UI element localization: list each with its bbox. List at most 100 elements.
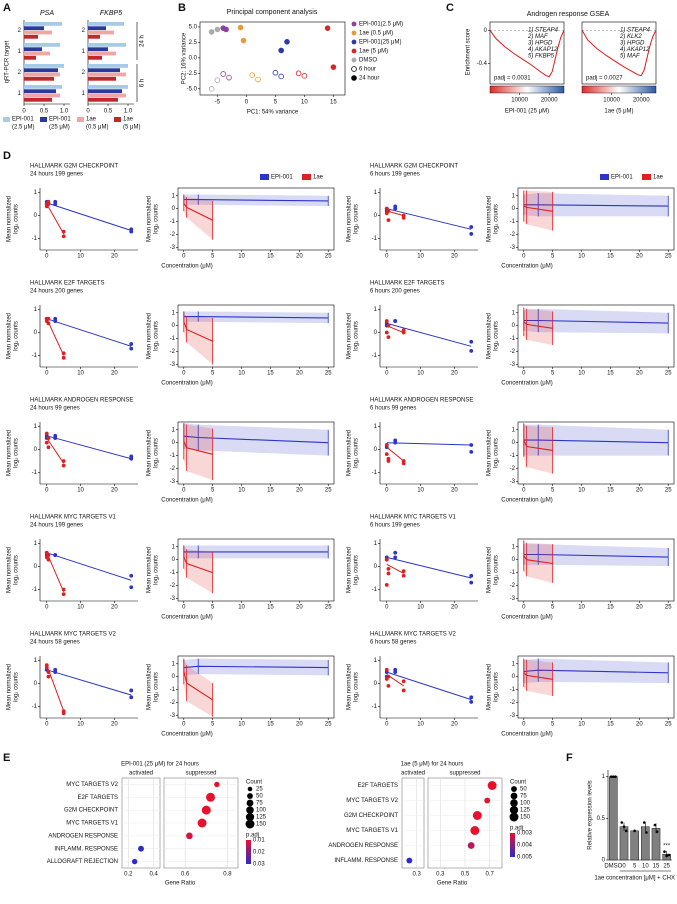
gene-label: 1) STEAP4 bbox=[528, 28, 559, 34]
y-tick-label: 2 bbox=[82, 28, 86, 34]
point bbox=[393, 550, 398, 555]
fit-line bbox=[46, 669, 132, 696]
y-tick-label: -2 bbox=[170, 700, 176, 706]
bar bbox=[88, 43, 126, 47]
legend-label: 0.01 bbox=[253, 838, 265, 844]
point bbox=[667, 853, 671, 857]
x-tick-label: 5 bbox=[551, 488, 555, 494]
y-tick-label: -3 bbox=[170, 479, 176, 485]
point bbox=[469, 339, 474, 344]
legend-label: 1ae bbox=[313, 175, 324, 181]
plot-frame bbox=[517, 187, 675, 251]
y-tick-label: 0 bbox=[34, 564, 38, 570]
x-tick-label: 10 bbox=[417, 254, 424, 260]
plot-title: HALLMARK ANDROGEN RESPONSE bbox=[370, 398, 473, 404]
y-axis-label: log₂ counts bbox=[494, 672, 500, 702]
legend-swatch bbox=[302, 174, 311, 180]
y-tick-label: 1 bbox=[374, 424, 378, 430]
error-band bbox=[183, 545, 213, 594]
x-tick-label: 5 bbox=[211, 722, 215, 728]
gene-label: 5) MAF bbox=[620, 54, 640, 60]
bar bbox=[88, 26, 106, 31]
x-tick-label: 5 bbox=[551, 605, 555, 611]
point bbox=[46, 557, 51, 562]
x-tick-label: 20 bbox=[451, 605, 458, 611]
bar bbox=[88, 34, 100, 39]
bar bbox=[88, 30, 114, 35]
x-tick-label: 0.8 bbox=[223, 872, 232, 878]
legend-label: 50 bbox=[256, 794, 263, 800]
y-tick-label: 1 bbox=[18, 49, 22, 55]
legend-dot bbox=[509, 805, 519, 815]
y-tick-label: -1 bbox=[372, 587, 378, 593]
legend-swatch bbox=[642, 174, 651, 180]
point bbox=[624, 829, 628, 833]
plot-title: HALLMARK MYC TARGETS V2 bbox=[370, 632, 456, 638]
fit-line bbox=[46, 437, 65, 464]
bar bbox=[88, 97, 118, 102]
bar bbox=[88, 47, 108, 52]
bar bbox=[88, 68, 120, 73]
y-tick-label: -1 bbox=[372, 704, 378, 710]
point bbox=[665, 854, 668, 858]
dot bbox=[201, 805, 211, 815]
x-tick-label: 20 bbox=[636, 605, 643, 611]
legend-label: EPI-001 bbox=[12, 117, 34, 123]
y-tick-label: 0 bbox=[512, 440, 516, 446]
y-tick-label: 0 bbox=[172, 440, 176, 446]
point bbox=[386, 323, 391, 328]
point bbox=[469, 232, 474, 236]
y-tick-label: 2 bbox=[18, 70, 22, 76]
x-tick-label: 5 bbox=[211, 488, 215, 494]
legend-label: 1ae bbox=[86, 117, 97, 123]
y-tick-label: 1 bbox=[18, 91, 22, 97]
x-tick-label: 15 bbox=[653, 864, 660, 870]
plot-subtitle: 24 hours 199 genes bbox=[30, 523, 83, 529]
y-tick-label: 0 bbox=[602, 858, 606, 864]
point bbox=[237, 24, 244, 31]
point bbox=[393, 670, 398, 674]
plot-subtitle: 24 hours 200 genes bbox=[30, 289, 83, 295]
error-band bbox=[183, 658, 213, 717]
y-tick-label: 1 bbox=[172, 310, 176, 316]
legend-title: Count bbox=[246, 780, 262, 786]
panel-label: C bbox=[446, 2, 454, 14]
group-header: suppressed bbox=[185, 771, 216, 777]
x-tick-label: 20 bbox=[636, 254, 643, 260]
point bbox=[46, 436, 51, 440]
y-axis-label: log₂ counts bbox=[154, 672, 160, 702]
category-label: E2F TARGETS bbox=[358, 783, 398, 789]
point bbox=[401, 459, 406, 463]
plot-title: HALLMARK G2M CHECKPOINT bbox=[30, 164, 118, 170]
x-tick-label: 1.0 bbox=[124, 109, 133, 115]
point bbox=[278, 47, 285, 54]
legend-dot bbox=[510, 799, 518, 807]
x-tick-label: 0 bbox=[522, 488, 526, 494]
point bbox=[44, 440, 49, 445]
x-tick-label: 20 bbox=[636, 371, 643, 377]
point bbox=[324, 25, 331, 31]
point bbox=[612, 775, 615, 778]
point bbox=[384, 330, 389, 335]
x-axis-label: Concentration (μM) bbox=[161, 264, 212, 270]
legend-label: EPI-001 bbox=[49, 117, 71, 123]
x-tick-label: 15 bbox=[607, 254, 614, 260]
dot bbox=[131, 858, 138, 865]
x-tick-label: 20 bbox=[451, 722, 458, 728]
legend-swatch bbox=[114, 117, 121, 122]
x-tick-label: 0 bbox=[182, 605, 186, 611]
fit-line bbox=[386, 563, 404, 574]
fit-line bbox=[386, 322, 472, 347]
panel-label: E bbox=[3, 752, 10, 764]
category-label: ANDROGEN RESPONSE bbox=[328, 843, 398, 849]
x-tick-label: 5 bbox=[633, 864, 637, 870]
x-tick-label: 0.6 bbox=[181, 872, 190, 878]
x-axis-label: Concentration (μM) bbox=[161, 498, 212, 504]
y-tick-label: -1 bbox=[510, 336, 516, 342]
y-tick-label: 0 bbox=[374, 330, 378, 336]
y-tick-label: 1 bbox=[172, 193, 176, 199]
y-tick-label: -1 bbox=[32, 470, 38, 476]
point bbox=[653, 823, 657, 827]
bar bbox=[24, 68, 58, 73]
plot-title: HALLMARK MYC TARGETS V1 bbox=[370, 515, 456, 521]
